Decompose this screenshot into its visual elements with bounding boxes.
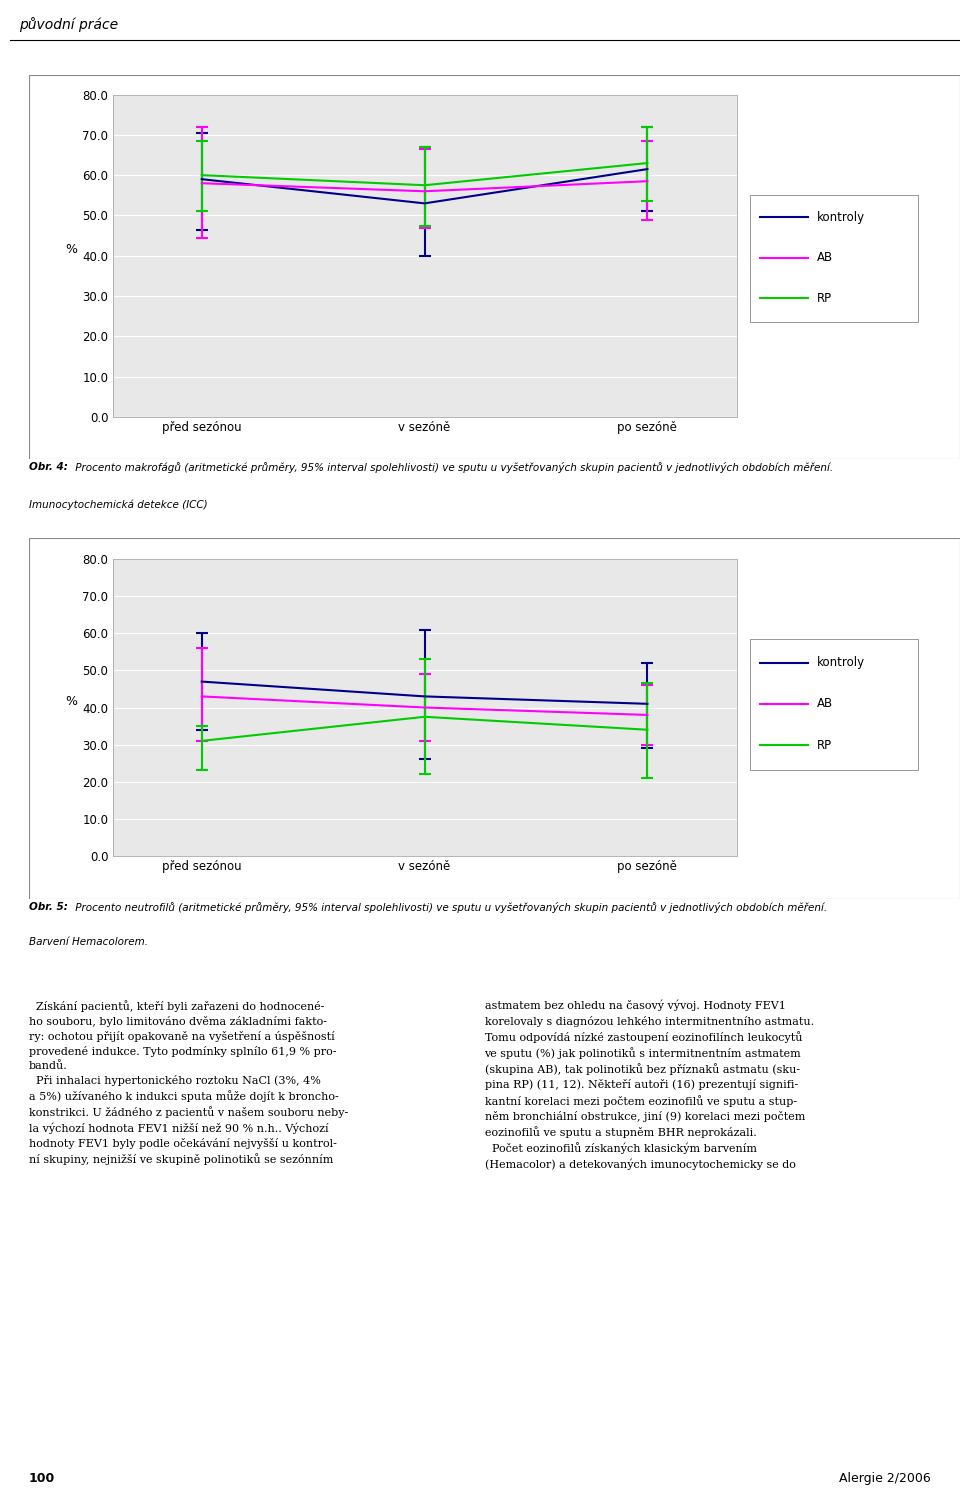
- Text: Procento neutrofilů (aritmetické průměry, 95% interval spolehlivosti) ve sputu u: Procento neutrofilů (aritmetické průměry…: [72, 902, 828, 913]
- Y-axis label: %: %: [65, 694, 78, 708]
- FancyBboxPatch shape: [29, 75, 960, 459]
- FancyBboxPatch shape: [29, 538, 960, 899]
- Text: kontroly: kontroly: [817, 211, 865, 224]
- Text: Obr. 5:: Obr. 5:: [29, 902, 67, 913]
- Text: Procento makrofágů (aritmetické průměry, 95% interval spolehlivosti) ve sputu u : Procento makrofágů (aritmetické průměry,…: [72, 462, 833, 473]
- Text: Obr. 4:: Obr. 4:: [29, 462, 67, 473]
- Text: RP: RP: [817, 292, 832, 304]
- Text: AB: AB: [817, 252, 833, 264]
- Text: Získání pacientů, kteří byli zařazeni do hodnocené-
ho souboru, bylo limitováno : Získání pacientů, kteří byli zařazeni do…: [29, 1000, 348, 1166]
- Text: Imunocytochemická detekce (ICC): Imunocytochemická detekce (ICC): [29, 498, 207, 509]
- Text: astmatem bez ohledu na časový vývoj. Hodnoty FEV1
korelovaly s diagnózou lehkého: astmatem bez ohledu na časový vývoj. Hod…: [485, 1000, 814, 1170]
- FancyBboxPatch shape: [750, 194, 918, 322]
- Text: Alergie 2/2006: Alergie 2/2006: [839, 1473, 931, 1485]
- Text: RP: RP: [817, 738, 832, 751]
- Text: 100: 100: [29, 1473, 55, 1485]
- Y-axis label: %: %: [65, 242, 78, 256]
- FancyBboxPatch shape: [750, 640, 918, 770]
- Text: Barvení Hemacolorem.: Barvení Hemacolorem.: [29, 937, 148, 947]
- Text: původní práce: původní práce: [19, 17, 118, 32]
- Text: AB: AB: [817, 697, 833, 711]
- Text: kontroly: kontroly: [817, 657, 865, 669]
